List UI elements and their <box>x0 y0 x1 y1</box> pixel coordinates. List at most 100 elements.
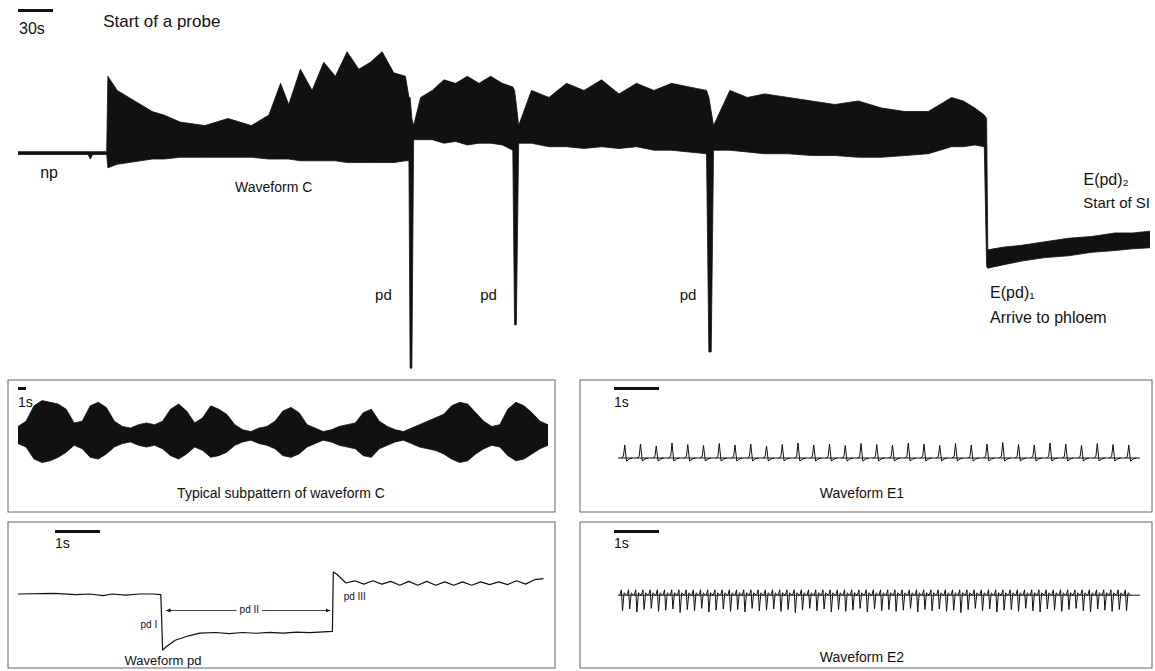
panel: 1sWaveform pdpd Ipd IIpd III <box>8 522 555 668</box>
spike <box>1016 590 1023 612</box>
spike <box>637 444 648 461</box>
spike <box>872 590 879 609</box>
trace-band <box>18 52 1150 368</box>
spike <box>1073 590 1080 609</box>
spike <box>857 444 868 462</box>
spike <box>915 590 922 612</box>
spike <box>721 590 728 609</box>
canvas: 30sStart of a probenpWaveform CpdpdpdE(p… <box>0 0 1155 671</box>
spike <box>785 590 792 610</box>
spike <box>1037 590 1044 612</box>
spike <box>842 446 853 462</box>
scale-bar-label: 30s <box>19 20 45 37</box>
spike <box>692 590 699 611</box>
panel-caption: Typical subpattern of waveform C <box>177 485 385 501</box>
panel-frame <box>8 380 555 512</box>
spike <box>1062 444 1073 461</box>
spike <box>1059 590 1066 612</box>
spike <box>987 590 994 609</box>
spike <box>1109 445 1120 462</box>
spike <box>826 444 837 461</box>
spike <box>706 590 713 612</box>
panel: 1sTypical subpattern of waveform C <box>8 380 555 512</box>
scale-bar <box>614 530 659 533</box>
spike <box>905 443 916 461</box>
annotation: np <box>40 164 58 181</box>
spike <box>668 443 679 461</box>
spike <box>937 590 944 609</box>
scale-bar <box>614 387 659 390</box>
annotation: Waveform C <box>235 179 312 195</box>
spike <box>843 590 850 612</box>
spike <box>879 590 886 611</box>
annotation: pd <box>375 286 392 303</box>
spike <box>814 590 821 611</box>
spike <box>865 590 872 612</box>
spike <box>922 590 929 610</box>
spike <box>951 590 958 610</box>
annotation: pd I <box>141 619 158 630</box>
spike <box>1094 444 1105 462</box>
spike <box>1095 590 1102 609</box>
spike <box>873 445 884 462</box>
label-patch <box>237 603 262 616</box>
spike <box>684 445 695 462</box>
spike <box>810 445 821 461</box>
spike <box>778 590 785 612</box>
annotation: pd III <box>344 591 366 602</box>
trace-line <box>18 572 544 650</box>
annotation: pd II <box>240 604 259 615</box>
spike <box>728 590 735 612</box>
spike <box>793 590 800 613</box>
spike <box>735 590 742 610</box>
spike <box>1023 590 1030 609</box>
spike <box>742 590 749 612</box>
spike <box>944 590 951 612</box>
spike <box>893 590 900 612</box>
spike <box>829 590 836 612</box>
spike <box>836 590 843 610</box>
spike <box>649 590 656 609</box>
spike <box>677 590 684 613</box>
spike <box>908 590 915 609</box>
spike <box>620 590 627 611</box>
spike <box>901 590 908 610</box>
spike <box>999 443 1010 462</box>
spike <box>1001 590 1008 610</box>
panel-caption: Waveform E2 <box>820 649 904 665</box>
spike <box>936 446 947 462</box>
spike <box>994 590 1001 612</box>
annotation: E(pd)₁ <box>990 284 1035 301</box>
panel-frame <box>580 380 1152 512</box>
spike <box>1052 590 1059 610</box>
spike <box>850 590 857 610</box>
panel-frame <box>8 522 555 668</box>
spike <box>663 590 670 610</box>
spike <box>627 590 634 609</box>
spike <box>656 590 663 612</box>
spike <box>653 446 664 461</box>
spike <box>857 590 864 609</box>
spike <box>771 590 778 609</box>
scale-bar-label: 1s <box>614 394 629 410</box>
spike <box>641 590 648 610</box>
spike <box>794 443 805 461</box>
trace-baseline <box>618 458 1140 459</box>
scale-bar <box>18 387 26 390</box>
spike <box>634 590 641 612</box>
spike <box>1102 590 1109 610</box>
annotation: pd <box>480 286 497 303</box>
spike <box>1124 590 1131 611</box>
annotation: Start of SI <box>1083 194 1150 211</box>
panel-caption: Waveform pd <box>125 653 202 668</box>
spike <box>1045 590 1052 609</box>
annotation: pd <box>680 286 697 303</box>
spike <box>929 590 936 611</box>
scale-bar <box>55 530 100 533</box>
spike <box>713 590 720 610</box>
spike <box>699 590 706 609</box>
scale-bar <box>18 9 53 12</box>
spike <box>779 445 790 462</box>
panel-caption: Waveform E1 <box>820 485 904 501</box>
spike <box>747 444 758 461</box>
